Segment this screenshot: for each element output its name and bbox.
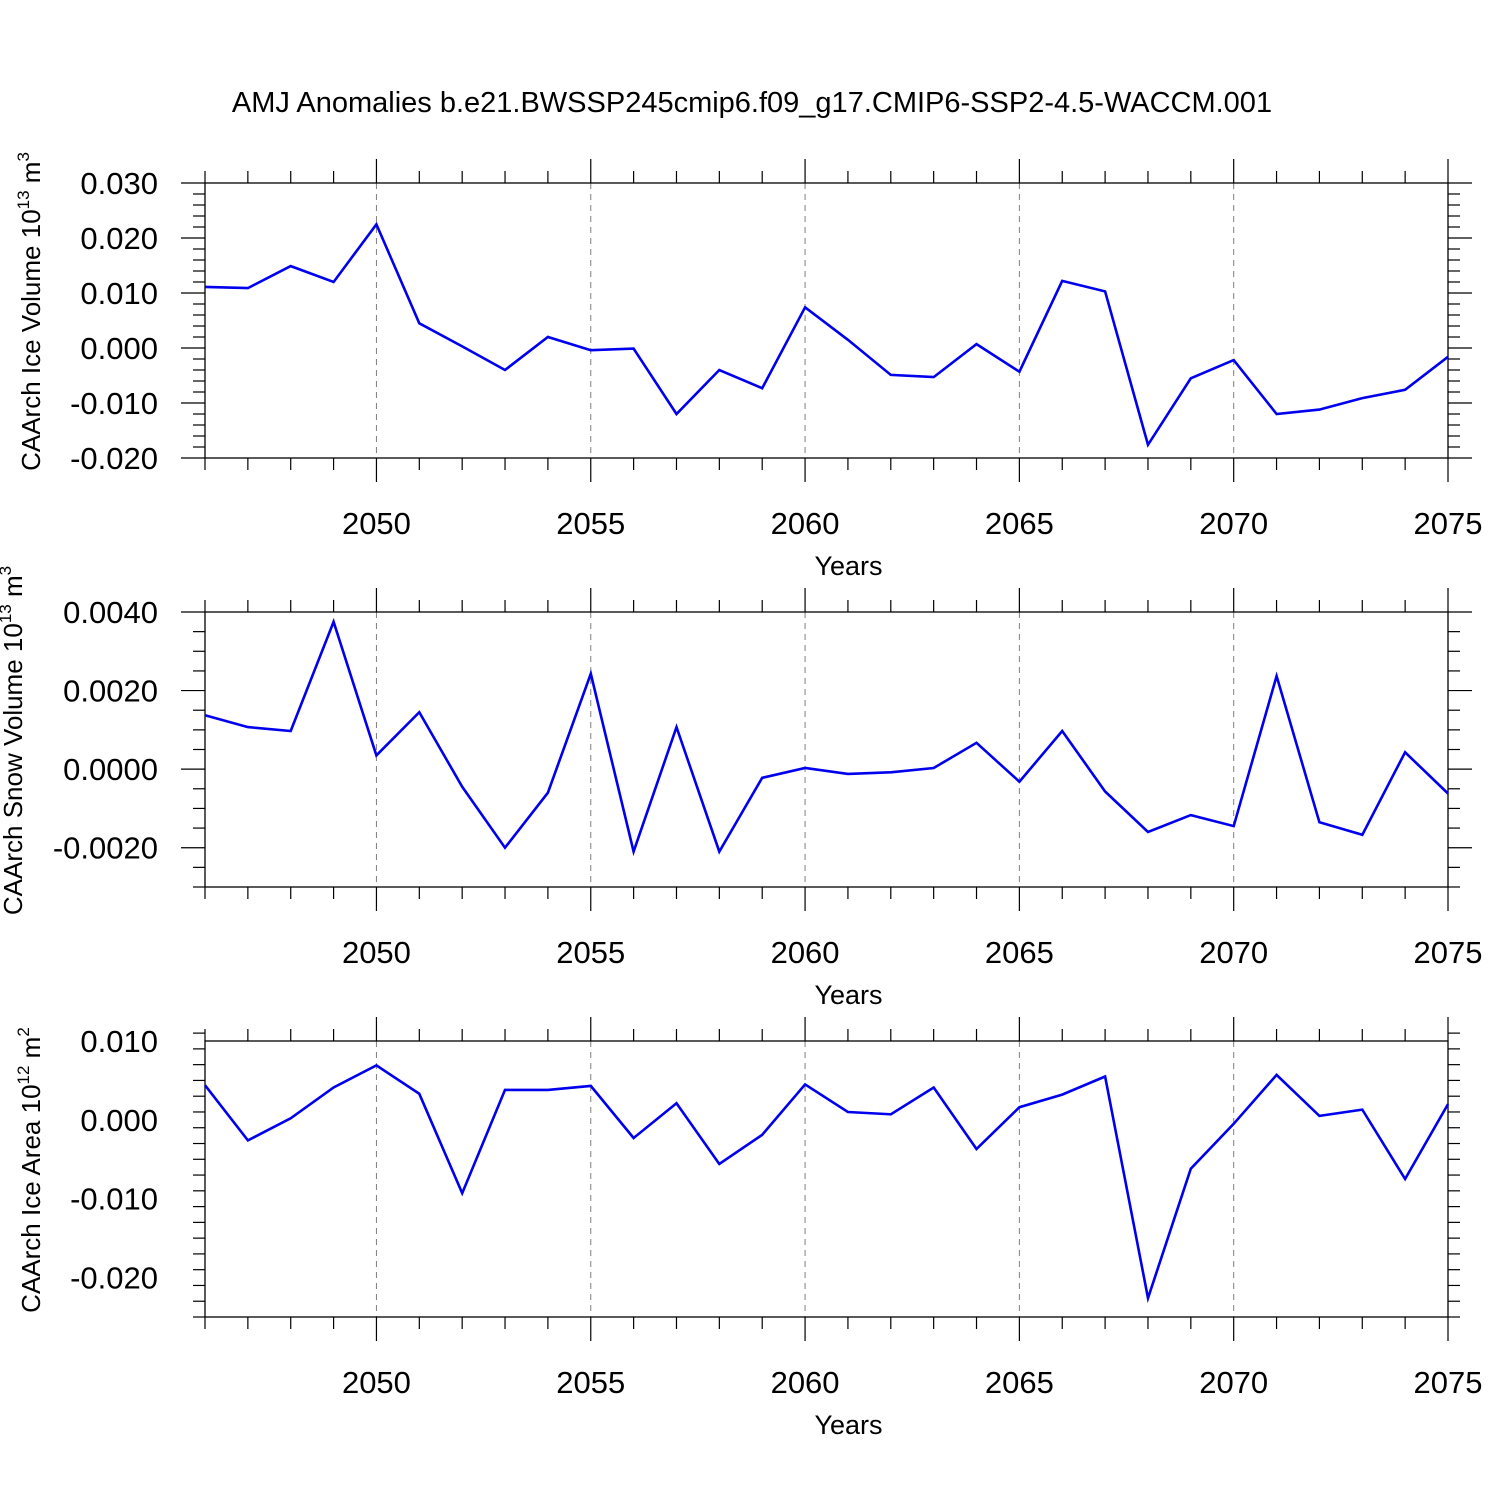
- x-tick-label: 2055: [556, 935, 625, 970]
- x-tick-label: 2075: [1414, 506, 1483, 541]
- x-axis-label: Years: [814, 551, 882, 581]
- x-tick-label: 2050: [342, 506, 411, 541]
- y-axis-label-part: m: [16, 162, 46, 191]
- y-axis-label: CAArch Ice Area 1012 m2: [14, 1027, 46, 1313]
- x-tick-label: 2065: [985, 1365, 1054, 1400]
- plot-frame: [204, 1040, 1449, 1318]
- y-axis-label-part: CAArch Ice Volume 10: [16, 209, 46, 471]
- x-tick-label: 2060: [771, 935, 840, 970]
- x-tick-label: 2060: [771, 1365, 840, 1400]
- y-tick-label: 0.010: [80, 1024, 158, 1059]
- y-tick-label: 0.000: [80, 331, 158, 366]
- y-axis-label: CAArch Ice Volume 1013 m3: [14, 152, 46, 471]
- y-tick-label: -0.0020: [53, 831, 158, 866]
- x-tick-label: 2070: [1199, 506, 1268, 541]
- y-tick-label: 0.0020: [63, 674, 158, 709]
- y-axis-label-superscript: 13: [0, 604, 15, 623]
- x-tick-label: 2050: [342, 935, 411, 970]
- y-axis-label-part: m: [16, 1037, 46, 1066]
- y-axis-label: CAArch Snow Volume 1013 m3: [0, 566, 28, 915]
- y-axis-label-part: CAArch Snow Volume 10: [0, 623, 28, 915]
- plot-frame: [204, 611, 1449, 888]
- x-tick-label: 2075: [1414, 935, 1483, 970]
- plot-frame: [204, 182, 1449, 459]
- x-tick-label: 2050: [342, 1365, 411, 1400]
- y-tick-label: 0.030: [80, 166, 158, 201]
- chart-panel-1: -0.020 -0.010 0.000 0.010 0.020 0.030 2050 2055…: [14, 152, 1482, 581]
- chart-panel-3: -0.020 -0.010 0.000 0.010 2050 2055 2060 2065 20…: [14, 1017, 1482, 1440]
- y-axis-label-superscript: 3: [14, 152, 33, 161]
- chart-panel-2: -0.0020 0.0000 0.0020 0.0040 2050 2055 2060 206…: [0, 566, 1482, 1010]
- y-tick-label: -0.020: [70, 1261, 158, 1296]
- series-line: [204, 221, 1449, 448]
- x-tick-label: 2070: [1199, 1365, 1268, 1400]
- x-tick-label: 2055: [556, 1365, 625, 1400]
- y-axis-label-superscript: 2: [14, 1027, 33, 1036]
- y-tick-label: -0.010: [70, 1182, 158, 1217]
- y-tick-label: 0.000: [80, 1103, 158, 1138]
- x-tick-label: 2075: [1414, 1365, 1483, 1400]
- y-tick-label: -0.010: [70, 386, 158, 421]
- y-tick-label: -0.020: [70, 441, 158, 476]
- y-axis-label-part: m: [0, 575, 28, 604]
- x-tick-label: 2060: [771, 506, 840, 541]
- x-tick-label: 2065: [985, 935, 1054, 970]
- y-tick-label: 0.0040: [63, 595, 158, 630]
- series-line: [203, 1063, 1450, 1304]
- y-tick-label: 0.010: [80, 276, 158, 311]
- y-axis-label-superscript: 12: [14, 1066, 33, 1085]
- y-axis-label-superscript: 13: [14, 190, 33, 209]
- x-tick-label: 2070: [1199, 935, 1268, 970]
- y-tick-label: 0.0000: [63, 752, 158, 787]
- x-tick-label: 2055: [556, 506, 625, 541]
- x-tick-label: 2065: [985, 506, 1054, 541]
- y-tick-label: 0.020: [80, 221, 158, 256]
- x-axis-label: Years: [814, 980, 882, 1010]
- series-line: [204, 617, 1449, 857]
- y-axis-label-part: CAArch Ice Area 10: [16, 1084, 46, 1312]
- y-axis-label-superscript: 3: [0, 566, 15, 575]
- x-axis-label: Years: [814, 1410, 882, 1440]
- chart-title: AMJ Anomalies b.e21.BWSSP245cmip6.f09_g1…: [232, 87, 1272, 119]
